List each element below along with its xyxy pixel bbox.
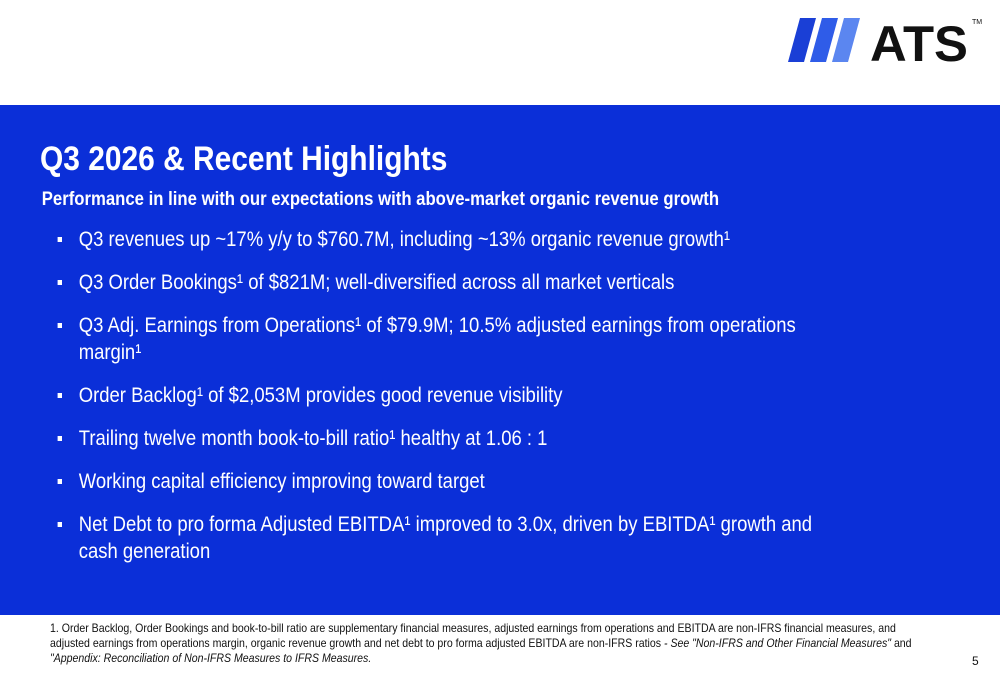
bullet: Q3 Order Bookings¹ of $821M; well-divers…: [57, 269, 854, 296]
footnote-text: - See "Non-IFRS and Other Financial Meas…: [663, 636, 892, 650]
bullet: Working capital efficiency improving tow…: [57, 468, 854, 495]
logo-mark: ATS TM: [788, 16, 982, 72]
subtitle: Performance in line with our expectation…: [41, 189, 720, 210]
logo-bar: [788, 18, 816, 62]
content: Q3 2026 & Recent Highlights Performance …: [40, 138, 920, 581]
logo-bar: [810, 18, 838, 62]
footnote-text: and: [891, 636, 912, 650]
bullet: Q3 revenues up ~17% y/y to $760.7M, incl…: [57, 226, 854, 253]
bullet-list: Q3 revenues up ~17% y/y to $760.7M, incl…: [40, 226, 854, 565]
bullet: Q3 Adj. Earnings from Operations¹ of $79…: [57, 312, 854, 366]
footnote: 1. Order Backlog, Order Bookings and boo…: [50, 621, 930, 666]
bullet: Net Debt to pro forma Adjusted EBITDA¹ i…: [57, 511, 854, 565]
page-number: 5: [972, 654, 979, 668]
logo-text: ATS: [870, 16, 968, 70]
footnote-text: "Appendix: Reconciliation of Non-IFRS Me…: [50, 651, 372, 665]
logo-bar: [832, 18, 860, 62]
bullet: Order Backlog¹ of $2,053M provides good …: [57, 382, 854, 409]
title: Q3 2026 & Recent Highlights: [40, 140, 448, 178]
logo: ATS TM: [786, 14, 986, 75]
content-band: [0, 105, 1000, 615]
footnote-text: 1. Order Backlog, Order Bookings and boo…: [50, 621, 896, 650]
bullet: Trailing twelve month book-to-bill ratio…: [57, 425, 854, 452]
logo-trademark: TM: [972, 19, 982, 26]
